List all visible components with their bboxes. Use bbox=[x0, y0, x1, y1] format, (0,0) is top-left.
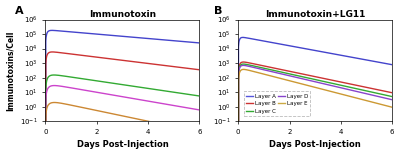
Text: B: B bbox=[214, 7, 222, 16]
Text: A: A bbox=[15, 7, 23, 16]
Legend: Layer A, Layer B, Layer C, Layer D, Layer E: Layer A, Layer B, Layer C, Layer D, Laye… bbox=[244, 91, 310, 116]
Title: Immunotoxin: Immunotoxin bbox=[89, 10, 156, 19]
X-axis label: Days Post-Injection: Days Post-Injection bbox=[269, 140, 361, 149]
Title: Immunotoxin+LG11: Immunotoxin+LG11 bbox=[265, 10, 365, 19]
X-axis label: Days Post-Injection: Days Post-Injection bbox=[76, 140, 168, 149]
Y-axis label: Immunotoxins/Cell: Immunotoxins/Cell bbox=[6, 30, 14, 111]
